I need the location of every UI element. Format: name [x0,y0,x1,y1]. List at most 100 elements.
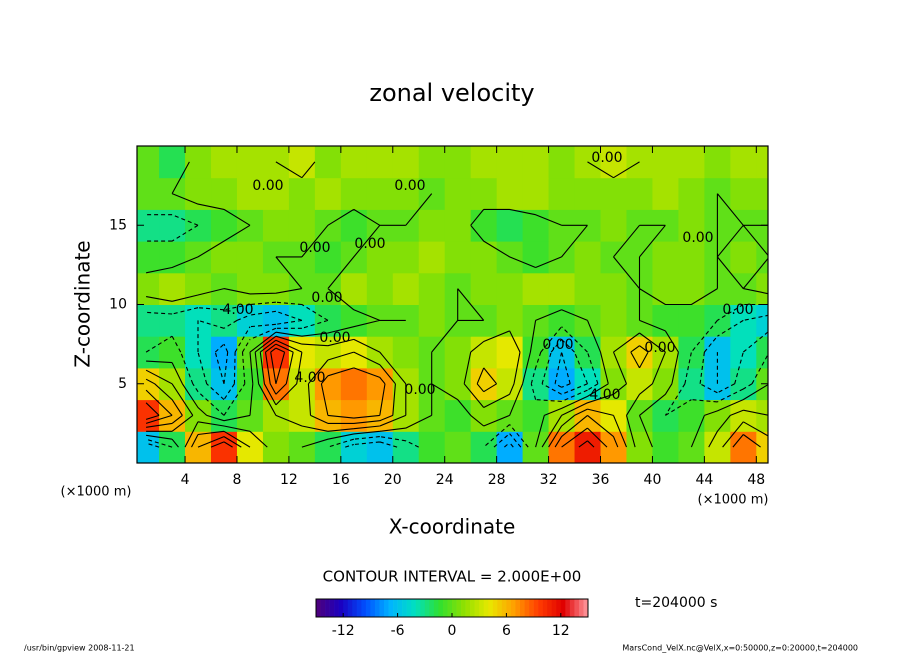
field-cell [548,336,576,369]
field-cell [211,304,238,337]
field-cell [548,177,576,210]
field-cell [314,336,342,369]
field-cell [340,367,368,401]
field-cell [392,241,420,274]
contour-label: 4.00 [589,387,620,403]
field-cell [756,336,768,369]
field-cell [756,304,768,337]
colorbar-cell [529,599,534,617]
field-cell [366,272,394,305]
field-cell [314,146,342,179]
colorbar-cell [338,599,344,617]
field-cell [137,177,160,210]
colorbar-cell [334,599,339,617]
contour-label: 0.00 [319,330,350,346]
x-tick-label: 36 [592,472,610,488]
field-cell [159,241,186,274]
colorbar-cell [560,599,566,617]
colorbar-cell [501,599,507,617]
field-cell [704,146,731,179]
field-cell [185,336,212,369]
footer-right: MarsCond_VelX.nc@VelX,x=0:50000,z=0:2000… [622,644,858,653]
colorbar-cell [347,599,353,617]
field-cell [211,431,238,463]
field-cell [756,177,768,210]
field-cell [137,367,160,401]
colorbar-cell [497,599,503,617]
contour-label: 0.00 [311,290,342,306]
field-cell [522,146,550,179]
colorbar-cell [343,599,349,617]
field-cell [678,367,705,401]
colorbar-cell [325,599,330,617]
x-unit-label: (×1000 m) [61,485,132,500]
field-cell [288,304,316,337]
colorbar-cell [438,599,444,617]
field-cell [340,272,368,305]
field-cell [159,304,186,337]
field-cell [444,336,472,369]
field-cell [548,146,576,179]
field-cell [522,272,550,305]
contour-line [145,214,768,448]
contour-line [145,339,768,448]
colorbar-cell [370,599,376,617]
colorbar-cell [320,599,326,617]
field-cell [262,367,290,401]
field-cell [185,209,212,242]
colorbar-cell [388,599,394,617]
field-cell [314,431,342,463]
field-cell [236,367,264,401]
field-cell [418,304,446,337]
field-cell [185,177,212,210]
field-cell [678,209,705,242]
colorbar-cell [479,599,485,617]
field-cell [211,177,238,210]
x-tick-label: 28 [488,472,506,488]
field-cell [548,367,576,401]
colorbar-tick-label: 0 [448,623,457,639]
x-tick-label: 40 [644,472,662,488]
colorbar-cell [442,599,448,617]
contour-label: 0.00 [591,150,622,166]
field-cell [236,241,264,274]
field-cell [444,241,472,274]
field-cell [262,272,290,305]
field [137,146,768,463]
y-tick-label: 5 [118,376,127,392]
field-cell [678,431,705,463]
colorbar-cell [352,599,358,617]
chart-title: zonal velocity [369,79,534,107]
colorbar-tick-label: 12 [552,623,570,639]
field-cell [418,241,446,274]
contour-line [214,343,718,448]
field-cell [470,367,498,401]
field-cell [137,304,160,337]
colorbar-cell [547,599,553,617]
contour-label: 0.00 [354,236,385,252]
field-cell [574,431,602,463]
contour-line [145,161,768,448]
field-cell [262,431,290,463]
colorbar-cell [461,599,466,617]
colorbar-cell [415,599,421,617]
field-cell [496,146,524,179]
field-cell [704,431,731,463]
field-cell [444,146,472,179]
field-cell [496,272,524,305]
field-cell [262,304,290,337]
colorbar-cell [578,599,584,617]
field-cell [444,399,472,432]
field-cell [470,241,498,274]
field-cell [236,272,264,305]
contour-label: 0.00 [542,337,573,353]
contour-line [145,343,761,448]
colorbar-cell [397,599,403,617]
field-cell [288,177,316,210]
colorbar-cell [316,599,321,617]
field-cell [340,146,368,179]
field-cell [470,399,498,432]
x-tick-label: 4 [181,472,190,488]
field-cell [600,177,627,210]
field-cell [137,399,160,432]
